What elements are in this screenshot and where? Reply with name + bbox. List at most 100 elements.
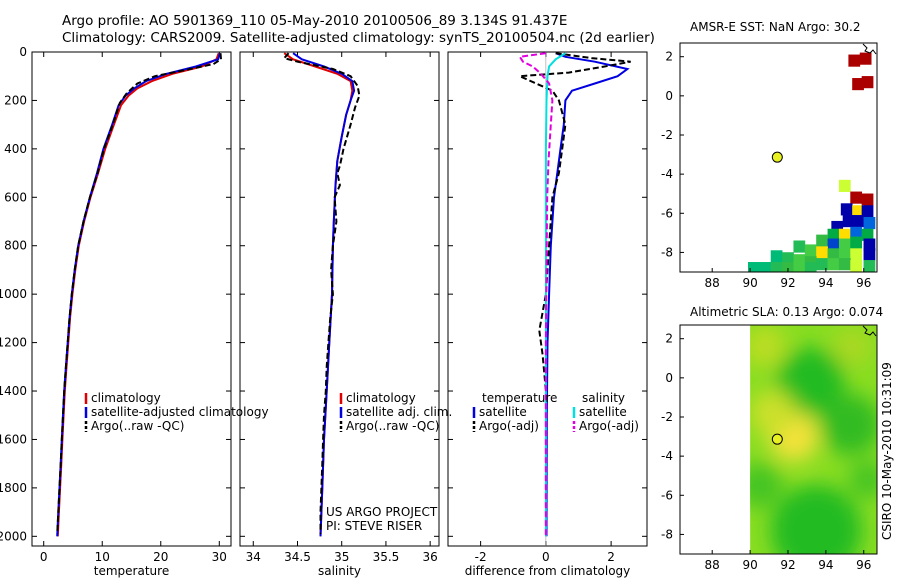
sst-cell (861, 228, 874, 241)
temperature-xtick-label: 30 (212, 550, 227, 564)
amsr-sst-map-ytick-label: 0 (665, 89, 673, 103)
amsr-sst-map-xtick-label: 94 (818, 276, 833, 290)
amsr-sst-map-ytick-label: 2 (665, 50, 673, 64)
altimetric-sla-map-ytick-label: 2 (665, 332, 673, 346)
sla-field (750, 325, 877, 554)
temperature-axes-frame (31, 51, 232, 547)
salinity-xtick-label: 35.5 (373, 550, 400, 564)
sst-cell (838, 258, 851, 271)
sst-cell (850, 226, 863, 239)
sst-cell (838, 228, 851, 241)
sla-anomaly-patch (750, 325, 787, 368)
sst-cell (842, 215, 855, 228)
sst-cell (861, 193, 874, 206)
depth-tick-label: 600 (4, 190, 27, 204)
altimetric-sla-map-argo-float-marker (771, 433, 783, 445)
sla-anomaly-patch (820, 394, 877, 456)
depth-tick-label: 0 (19, 45, 27, 59)
temperature-xtick-label: 10 (95, 550, 110, 564)
amsr-sst-map-ytick-label: -2 (661, 128, 673, 142)
sst-cell (850, 236, 863, 249)
difference-legend-title-temperature: temperature (482, 391, 557, 405)
difference-legend-salinity-entry: satellite (579, 405, 627, 419)
altimetric-sla-map-xtick-label: 94 (818, 558, 833, 572)
sla-field-blobs (750, 325, 877, 554)
sst-cell (748, 262, 760, 272)
temperature-xlabel: temperature (94, 564, 169, 578)
pi-annotation: PI: STEVE RISER (326, 519, 422, 533)
sst-cell (793, 262, 806, 272)
sst-cell (848, 54, 861, 67)
sst-cell (827, 248, 840, 261)
depth-tick-label: 2000 (0, 529, 27, 543)
sst-cell (840, 203, 853, 216)
amsr-sst-map-xtick-label: 90 (742, 276, 757, 290)
depth-tick-label: 1400 (0, 384, 27, 398)
altimetric-sla-map-ytick-label: 0 (665, 371, 673, 385)
altimetric-sla-map-ytick-label: -4 (661, 449, 673, 463)
depth-tick-label: 1600 (0, 432, 27, 446)
sst-cell (827, 238, 840, 251)
sst-cell (850, 191, 863, 204)
sst-cell (863, 238, 876, 251)
altimetric-sla-map-xtick-label: 92 (780, 558, 795, 572)
difference-legend-title-salinity: salinity (582, 391, 625, 405)
depth-tick-label: 200 (4, 93, 27, 107)
difference-xlabel: difference from climatology (465, 564, 631, 578)
altimetric-sla-map-ytick-label: -6 (661, 488, 673, 502)
sla-map-title: Altimetric SLA: 0.13 Argo: 0.074 (690, 305, 884, 319)
difference-series-temperature-argo-adj- (519, 52, 631, 537)
difference-legend-salinity-entry: Argo(-adj) (579, 419, 639, 433)
sst-map-title: AMSR-E SST: NaN Argo: 30.2 (690, 20, 861, 34)
sst-cell (838, 238, 851, 251)
amsr-sst-map-frame (679, 42, 878, 273)
amsr-sst-map-ytick-label: -4 (661, 167, 673, 181)
difference-xtick-label: 0 (542, 550, 550, 564)
sla-anomaly-patch (750, 390, 796, 436)
sla-anomaly-patch (770, 485, 862, 554)
salinity-series-argo-raw-qc- (282, 52, 361, 534)
sst-cell (850, 248, 863, 261)
sst-cell (852, 205, 864, 218)
altimetric-sla-map-frame (679, 324, 878, 555)
sst-cell (793, 254, 806, 267)
amsr-sst-map-coastline (862, 43, 877, 55)
amsr-sst-map-xtick-label: 92 (780, 276, 795, 290)
altimetric-sla-map-xtick-label: 96 (856, 558, 871, 572)
amsr-sst-map-plot-area (748, 52, 876, 272)
sst-cell (831, 220, 844, 234)
temperature-series-argo-raw-qc- (56, 53, 223, 534)
sst-cell (852, 78, 864, 91)
sst-cell (793, 240, 806, 253)
sst-cell (827, 228, 840, 241)
salinity-xtick-label: 36 (423, 550, 438, 564)
salinity-xtick-label: 34.5 (284, 550, 311, 564)
altimetric-sla-map-plot-area (750, 325, 877, 554)
sla-anomaly-patch (833, 327, 872, 366)
temperature-legend-entry: satellite-adjusted climatology (91, 405, 269, 419)
altimetric-sla-map-ytick-label: -8 (661, 527, 673, 541)
amsr-sst-map-argo-float-marker (771, 151, 783, 163)
sst-cell (770, 250, 783, 263)
amsr-sst-map-ytick-label: -6 (661, 206, 673, 220)
sst-cell (863, 260, 876, 272)
salinity-axes-frame (239, 51, 440, 547)
altimetric-sla-map-coastline (862, 325, 877, 337)
sst-cell (827, 258, 840, 271)
difference-series-temperature-satellite (545, 52, 630, 537)
sla-anomaly-patch (848, 460, 877, 499)
salinity-xlabel: salinity (318, 564, 361, 578)
sst-cell (838, 248, 851, 261)
sst-cell (816, 234, 828, 247)
temperature-xtick-label: 0 (40, 550, 48, 564)
sst-cell (863, 248, 876, 261)
temperature-xtick-label: 20 (153, 550, 168, 564)
sst-cell (859, 52, 872, 65)
amsr-sst-map-xtick-label: 88 (705, 276, 720, 290)
depth-tick-label: 1800 (0, 481, 27, 495)
salinity-xtick-label: 35 (334, 550, 349, 564)
difference-legend-temperature-entry: Argo(-adj) (479, 419, 539, 433)
sla-anomaly-patch (750, 462, 783, 509)
altimetric-sla-map-xtick-label: 90 (742, 558, 757, 572)
